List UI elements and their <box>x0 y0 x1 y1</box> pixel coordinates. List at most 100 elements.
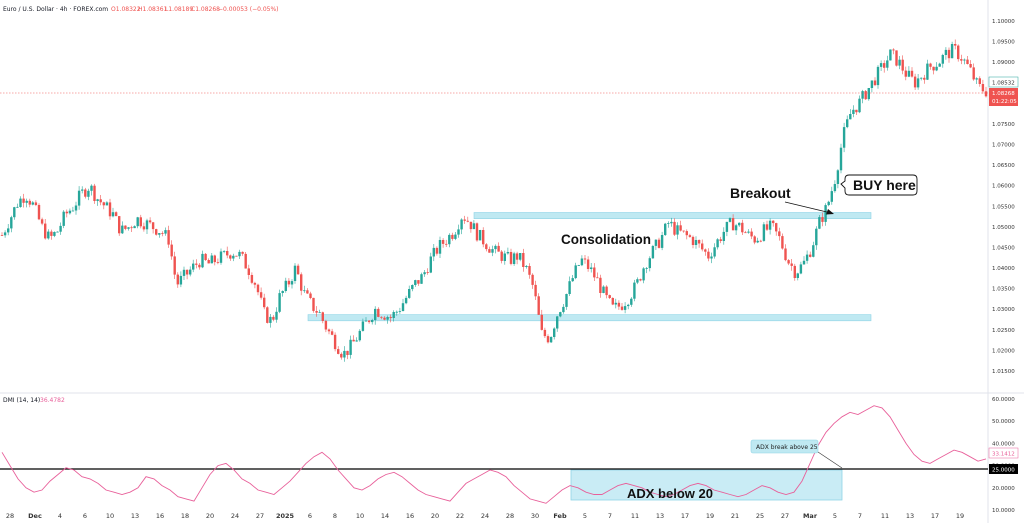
time-tick-label: 28 <box>506 512 514 520</box>
zone-support <box>307 314 872 322</box>
indicator-tick-label: 10.0000 <box>992 508 1015 514</box>
candle-body <box>47 231 50 239</box>
time-tick-label: 17 <box>931 512 939 520</box>
candle-body <box>429 256 432 273</box>
candle-body <box>898 59 901 66</box>
candle-body <box>657 239 661 248</box>
candle-body <box>515 253 519 260</box>
adx-callout-box <box>750 439 819 454</box>
price-tick-label: 1.06500 <box>992 163 1015 169</box>
candle-body <box>883 63 886 68</box>
candle-body <box>873 80 877 86</box>
candle-body <box>457 229 460 235</box>
candle-body <box>192 263 195 270</box>
candle-body <box>148 220 152 223</box>
candle-body <box>809 254 812 257</box>
price-tick-label: 1.09000 <box>992 60 1015 66</box>
adx-callout-label: ADX break above 25 <box>756 444 818 451</box>
candle-body <box>81 189 84 191</box>
candle-body <box>525 266 528 267</box>
candle-body <box>901 59 904 71</box>
candle-body <box>374 308 377 320</box>
candle-body <box>772 220 775 224</box>
candle-body <box>790 263 793 266</box>
candle-body <box>263 297 266 308</box>
candle-body <box>417 280 420 284</box>
buy-callout <box>840 174 918 196</box>
time-axis[interactable]: 28 Dec 4 6 10 13 16 18 20 24 27 2025 6 8 10 14 16 20 22 24 2… <box>6 512 964 520</box>
time-tick-label: 11 <box>631 512 639 520</box>
candle-body <box>503 253 506 261</box>
candle-body <box>722 231 725 241</box>
time-tick-label: 4 <box>58 512 62 520</box>
candle-body <box>485 244 488 250</box>
candle-body <box>327 329 331 332</box>
candle-body <box>879 63 883 67</box>
indicator-tick-label: 20.0000 <box>992 486 1015 492</box>
candle-body <box>534 284 537 297</box>
candle-body <box>198 264 201 268</box>
candle-body <box>676 225 679 235</box>
candle-body <box>31 202 34 205</box>
candle-body <box>691 236 695 245</box>
candle-body <box>96 199 99 201</box>
time-tick-label: 13 <box>906 512 914 520</box>
indicator-tick-label: 60.0000 <box>992 397 1015 403</box>
candle-body <box>173 256 176 275</box>
candle-body <box>466 220 469 222</box>
candle-body <box>358 330 361 341</box>
candle-body <box>787 260 790 264</box>
level-tag-text: 25.0000 <box>992 468 1015 474</box>
breakout-arrowhead <box>826 209 834 215</box>
time-tick-label: 30 <box>531 512 539 520</box>
candle-body <box>114 212 118 217</box>
candle-body <box>121 225 124 234</box>
candle-body <box>435 247 439 254</box>
candle-body <box>571 278 574 282</box>
candle-body <box>349 339 352 355</box>
candle-body <box>250 275 254 283</box>
candle-body <box>491 249 494 253</box>
candle-body <box>568 281 571 294</box>
candle-body <box>963 59 966 61</box>
candle-body <box>836 170 840 184</box>
adx-below-20-label: ADX below 20 <box>627 486 713 501</box>
candle-body <box>312 297 315 311</box>
candle-body <box>56 231 59 233</box>
price-tick-label: 1.02500 <box>992 328 1015 334</box>
candle-body <box>145 220 149 230</box>
candle-body <box>984 91 988 97</box>
candle-body <box>978 78 981 84</box>
candle-body <box>697 240 701 244</box>
candle-body <box>296 265 300 275</box>
candle-body <box>155 229 158 235</box>
candle-body <box>694 240 698 245</box>
candle-body <box>392 312 395 318</box>
candle-body <box>164 230 167 234</box>
candle-body <box>540 314 543 330</box>
consolidation-label: Consolidation <box>561 232 651 247</box>
candle-body <box>500 251 503 261</box>
candle-body <box>28 200 31 205</box>
candle-body <box>87 190 90 197</box>
adx-value-tag <box>988 447 1019 459</box>
time-tick-label: 10 <box>356 512 364 520</box>
candle-body <box>867 88 870 100</box>
candle-body <box>664 223 667 235</box>
candle-body <box>537 296 540 315</box>
candle-body <box>941 55 944 64</box>
breakout-label: Breakout <box>730 185 791 201</box>
candle-body <box>401 303 405 311</box>
candle-body <box>244 253 247 269</box>
candle-body <box>293 265 297 281</box>
candle-body <box>84 189 87 197</box>
candle-body <box>454 234 457 239</box>
candle-body <box>549 337 553 343</box>
candle-body <box>805 254 809 261</box>
candle-body <box>478 230 482 241</box>
price-axis[interactable]: 1.100001.095001.090001.085001.080001.075… <box>992 19 1015 375</box>
time-tick-label: 6 <box>308 512 312 520</box>
candle-body <box>158 233 161 235</box>
candle-body <box>793 265 796 278</box>
